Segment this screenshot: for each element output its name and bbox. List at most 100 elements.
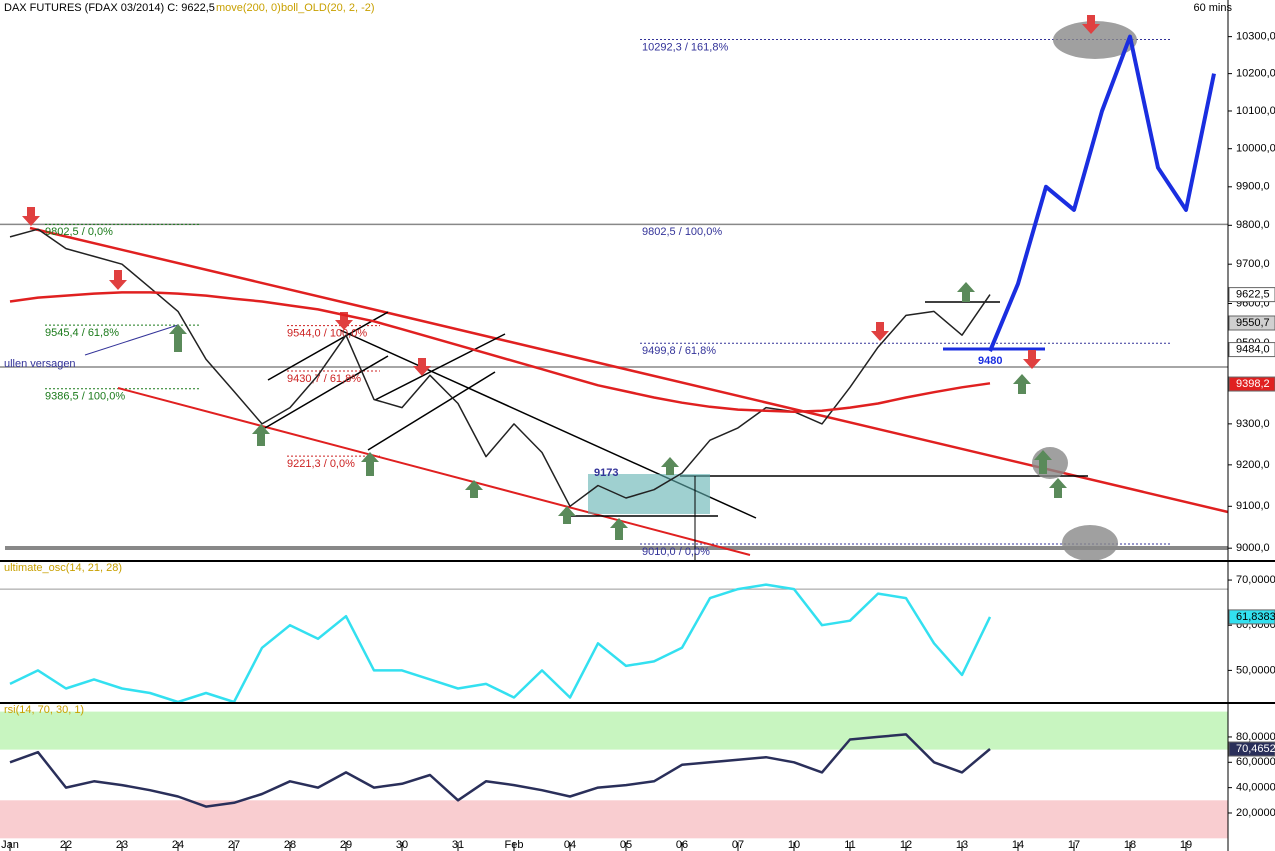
x-tick-label: 13 <box>956 839 968 851</box>
x-tick-label: 06 <box>676 839 688 851</box>
fib-label: 9544,0 / 100,0% <box>287 328 367 340</box>
y-tick-label: 10000,0 <box>1236 143 1275 155</box>
arrow-down <box>413 358 431 376</box>
y-tick-label: 9700,0 <box>1236 258 1270 270</box>
note: 9173 <box>594 467 618 479</box>
price-tag-label: 61,8383 <box>1236 611 1275 623</box>
arrow-down <box>22 207 40 226</box>
fib-label: 10292,3 / 161,8% <box>642 41 728 53</box>
price-tag <box>1228 609 1275 625</box>
highlight <box>1062 525 1118 561</box>
y-tick-label: 10200,0 <box>1236 68 1275 80</box>
fib-label: 9802,5 / 0,0% <box>45 226 113 238</box>
fib-label: 9221,3 / 0,0% <box>287 458 355 470</box>
panel-title: ultimate_osc(14, 21, 28) <box>4 562 122 574</box>
y-tick-label: 9200,0 <box>1236 459 1270 471</box>
series-line <box>9 228 991 508</box>
band <box>0 711 1228 750</box>
channel-line <box>367 371 496 451</box>
x-tick-label: 05 <box>620 839 632 851</box>
fib-label: 9802,5 / 100,0% <box>642 226 722 238</box>
trend-line <box>29 226 1229 514</box>
price-tag-label: 9622,5 <box>1236 289 1270 301</box>
x-tick-label: 27 <box>228 839 240 851</box>
price-tag <box>1228 315 1275 331</box>
trend-line <box>117 387 751 556</box>
x-tick-label: 30 <box>396 839 408 851</box>
arrow-up <box>1049 478 1067 498</box>
fib-label: 9499,8 / 61,8% <box>642 345 716 357</box>
x-tick-label: 19 <box>1180 839 1192 851</box>
y-tick-label: 9900,0 <box>1236 181 1270 193</box>
panel-title: rsi(14, 70, 30, 1) <box>4 704 84 716</box>
arrow-down <box>335 312 353 330</box>
sell-arrows <box>22 15 1100 376</box>
arrow-up <box>1013 374 1031 394</box>
x-tick-label: 23 <box>116 839 128 851</box>
background-layer <box>0 38 1228 839</box>
fib-label: 9386,5 / 100,0% <box>45 391 125 403</box>
x-tick-label: 17 <box>1068 839 1080 851</box>
y-tick-label: 50,0000 <box>1236 664 1275 676</box>
y-tick-label: 70,0000 <box>1236 574 1275 586</box>
price-tag <box>1228 376 1275 392</box>
fib-label: 9430,7 / 61,8% <box>287 373 361 385</box>
highlight <box>1032 447 1068 479</box>
arrow-down <box>109 270 127 290</box>
arrow-up <box>957 282 975 302</box>
note: ullen versagen <box>4 358 76 370</box>
highlight <box>1053 21 1137 59</box>
arrow-down <box>871 322 889 341</box>
x-tick-label: 24 <box>172 839 184 851</box>
fib-label: 9010,0 / 0,0% <box>642 546 710 558</box>
range-box <box>588 474 710 514</box>
channel-line <box>264 355 389 429</box>
arrow-up <box>252 424 270 446</box>
x-tick-label: 10 <box>788 839 800 851</box>
price-tag-label: 70,4652 <box>1236 743 1275 755</box>
x-tick-label: 11 <box>844 839 855 851</box>
price-tag <box>1228 741 1275 757</box>
series-line <box>9 733 991 808</box>
price-tag <box>1228 342 1275 358</box>
arrow-up <box>361 452 379 476</box>
series-line <box>9 583 992 704</box>
price-tag-label: 9550,7 <box>1236 317 1270 329</box>
x-tick-label: 07 <box>732 839 744 851</box>
x-tick-label: 14 <box>1012 839 1024 851</box>
timeframe: 60 mins <box>1193 2 1232 14</box>
y-tick-label: 9000,0 <box>1236 542 1270 554</box>
arrow-up <box>558 506 576 524</box>
x-tick-label: 12 <box>900 839 912 851</box>
y-tick-label: 9800,0 <box>1236 219 1270 231</box>
x-tick-label: 22 <box>60 839 72 851</box>
channel-line <box>267 311 389 381</box>
band <box>0 800 1228 839</box>
buy-arrows <box>169 282 1067 540</box>
arrow-up <box>169 324 187 352</box>
y-tick-label: 10100,0 <box>1236 105 1275 117</box>
price-tag-label: 9484,0 <box>1236 343 1270 355</box>
y-tick-label: 9100,0 <box>1236 500 1270 512</box>
price-tag-label: 9398,2 <box>1236 378 1270 390</box>
x-tick-label: 29 <box>340 839 352 851</box>
indicator-label: boll_OLD(20, 2, -2) <box>281 2 375 14</box>
x-tick-label: 28 <box>284 839 296 851</box>
fib-label: 9545,4 / 61,8% <box>45 327 119 339</box>
x-tick-label: 04 <box>564 839 576 851</box>
x-tick-label: Feb <box>505 839 524 851</box>
pointer-line <box>84 324 179 356</box>
y-tick-label: 20,0000 <box>1236 807 1275 819</box>
y-tick-label: 60,0000 <box>1236 756 1275 768</box>
arrow-up <box>1034 450 1052 474</box>
y-tick-label: 10300,0 <box>1236 31 1275 43</box>
price-tag <box>1228 287 1275 303</box>
channel-line <box>374 333 506 401</box>
arrow-up <box>610 518 628 540</box>
chart-title: DAX FUTURES (FDAX 03/2014) C: 9622,5 <box>4 2 215 14</box>
y-tick-label: 40,0000 <box>1236 782 1275 794</box>
y-tick-label: 9300,0 <box>1236 418 1270 430</box>
series-line <box>9 291 991 413</box>
x-tick-label: 18 <box>1124 839 1136 851</box>
